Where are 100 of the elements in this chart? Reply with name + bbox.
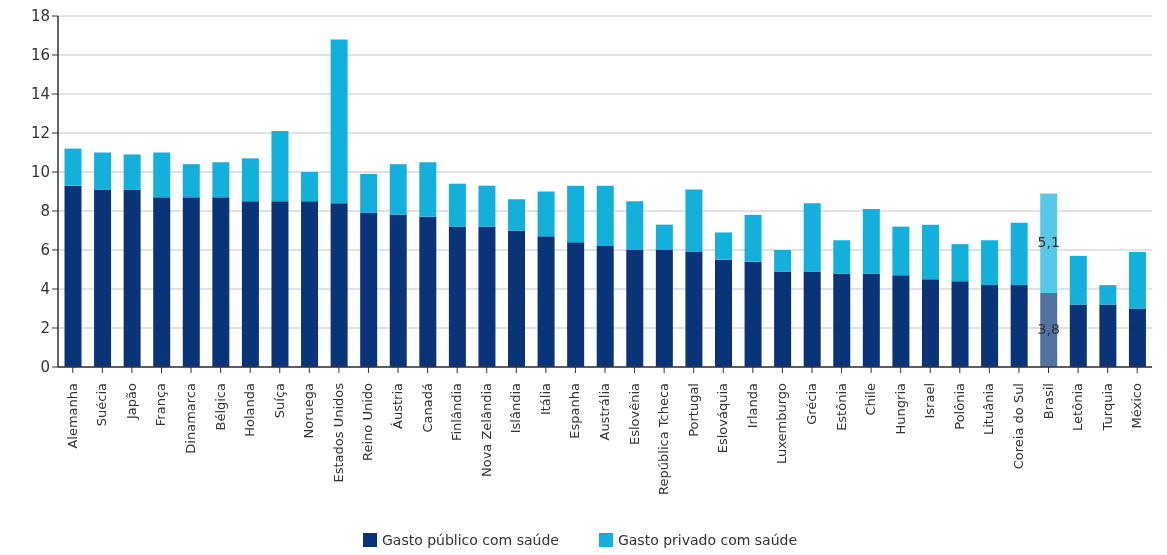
bar xyxy=(1128,251,1146,309)
x-tick-label: Itália xyxy=(537,383,553,416)
x-tick-label: Letônia xyxy=(1070,383,1086,431)
bar xyxy=(567,185,585,243)
x-tick-label: Suíça xyxy=(271,383,287,419)
bar xyxy=(833,273,851,367)
bar xyxy=(360,173,378,213)
bar xyxy=(921,224,939,280)
bar xyxy=(685,251,703,367)
bar xyxy=(360,212,378,367)
bar xyxy=(714,259,732,367)
x-tick-label: Polônia xyxy=(951,383,967,430)
bar xyxy=(123,154,141,190)
bar xyxy=(744,214,762,262)
bar xyxy=(567,242,585,367)
bar xyxy=(64,148,82,186)
x-tick-label: Islândia xyxy=(508,383,524,434)
x-tick-label: Finlândia xyxy=(449,383,465,442)
x-tick-label: Reino Unido xyxy=(360,382,376,461)
bar xyxy=(271,201,289,367)
x-tick-label: Luxemburgo xyxy=(774,382,790,465)
y-tick-label: 0 xyxy=(40,358,50,377)
bar xyxy=(419,162,437,217)
x-tick-label: Eslovênia xyxy=(626,383,642,446)
x-tick-label: Coreia do Sul xyxy=(1010,383,1026,470)
x-tick-label: Áustria xyxy=(390,383,406,429)
y-tick-label: 8 xyxy=(40,202,50,221)
x-tick-label: Hungria xyxy=(892,383,908,435)
bar xyxy=(123,189,141,367)
x-tick-label: Canadá xyxy=(419,383,435,433)
x-tick-label: Israel xyxy=(922,383,938,419)
x-tick-label: Noruega xyxy=(301,383,317,439)
bar xyxy=(921,279,939,367)
bar xyxy=(508,230,526,367)
bar xyxy=(744,261,762,367)
bar xyxy=(330,39,348,204)
y-tick-label: 2 xyxy=(40,319,50,338)
legend-label: Gasto privado com saúde xyxy=(617,532,798,548)
bar xyxy=(271,131,289,202)
bar xyxy=(862,273,880,367)
x-tick-label: Holanda xyxy=(242,383,258,437)
x-tick-label: Espanha xyxy=(567,383,583,439)
bar xyxy=(389,214,407,367)
bar xyxy=(478,226,496,367)
x-tick-label: Bélgica xyxy=(212,383,228,431)
x-tick-label: Dinamarca xyxy=(183,383,199,454)
y-tick-label: 16 xyxy=(30,46,50,65)
bar xyxy=(537,236,555,367)
y-tick-label: 12 xyxy=(30,124,50,143)
bar xyxy=(301,172,319,202)
bar xyxy=(448,183,466,227)
y-tick-label: 18 xyxy=(30,7,50,26)
bar xyxy=(1099,285,1117,305)
x-tick-label: Brasil xyxy=(1040,383,1056,420)
bar xyxy=(951,281,969,367)
x-tick-label: Austrália xyxy=(597,383,612,441)
bar xyxy=(655,224,673,250)
x-tick-label: Suécia xyxy=(94,383,110,427)
bar xyxy=(892,275,910,367)
bar xyxy=(1069,255,1087,305)
bar xyxy=(182,164,200,198)
bar xyxy=(774,271,792,367)
bar xyxy=(1099,304,1117,367)
x-tick-label: Eslováquia xyxy=(715,383,731,454)
bar xyxy=(1010,285,1028,367)
bar xyxy=(685,189,703,252)
x-tick-label: República Tcheca xyxy=(656,383,672,495)
bar xyxy=(241,158,259,202)
bar xyxy=(1010,222,1028,286)
bar xyxy=(537,191,555,237)
bar xyxy=(389,164,407,215)
bar xyxy=(94,152,112,190)
bar xyxy=(301,201,319,367)
bar xyxy=(64,185,82,367)
x-tick-label: México xyxy=(1129,382,1145,429)
bar xyxy=(212,197,230,367)
bar xyxy=(212,162,230,198)
bar xyxy=(153,152,171,198)
x-tick-label: Grécia xyxy=(803,383,819,425)
bar xyxy=(330,203,348,367)
bar xyxy=(448,226,466,367)
bar xyxy=(655,250,673,367)
bar xyxy=(833,240,851,274)
bar xyxy=(153,197,171,367)
y-tick-label: 14 xyxy=(30,85,50,104)
x-tick-label: Estados Unidos xyxy=(330,382,346,483)
x-tick-label: Chile xyxy=(863,383,879,416)
bar xyxy=(714,232,732,260)
legend-label: Gasto público com saúde xyxy=(381,532,559,548)
y-tick-label: 4 xyxy=(40,280,50,299)
bar xyxy=(892,226,910,276)
bar xyxy=(1069,304,1087,367)
x-tick-label: Portugal xyxy=(685,383,701,437)
bar xyxy=(182,197,200,367)
bar xyxy=(774,250,792,272)
bar xyxy=(951,244,969,282)
y-tick-label: 6 xyxy=(40,241,50,260)
bar xyxy=(94,189,112,367)
bar xyxy=(803,271,821,367)
bar xyxy=(981,285,999,367)
